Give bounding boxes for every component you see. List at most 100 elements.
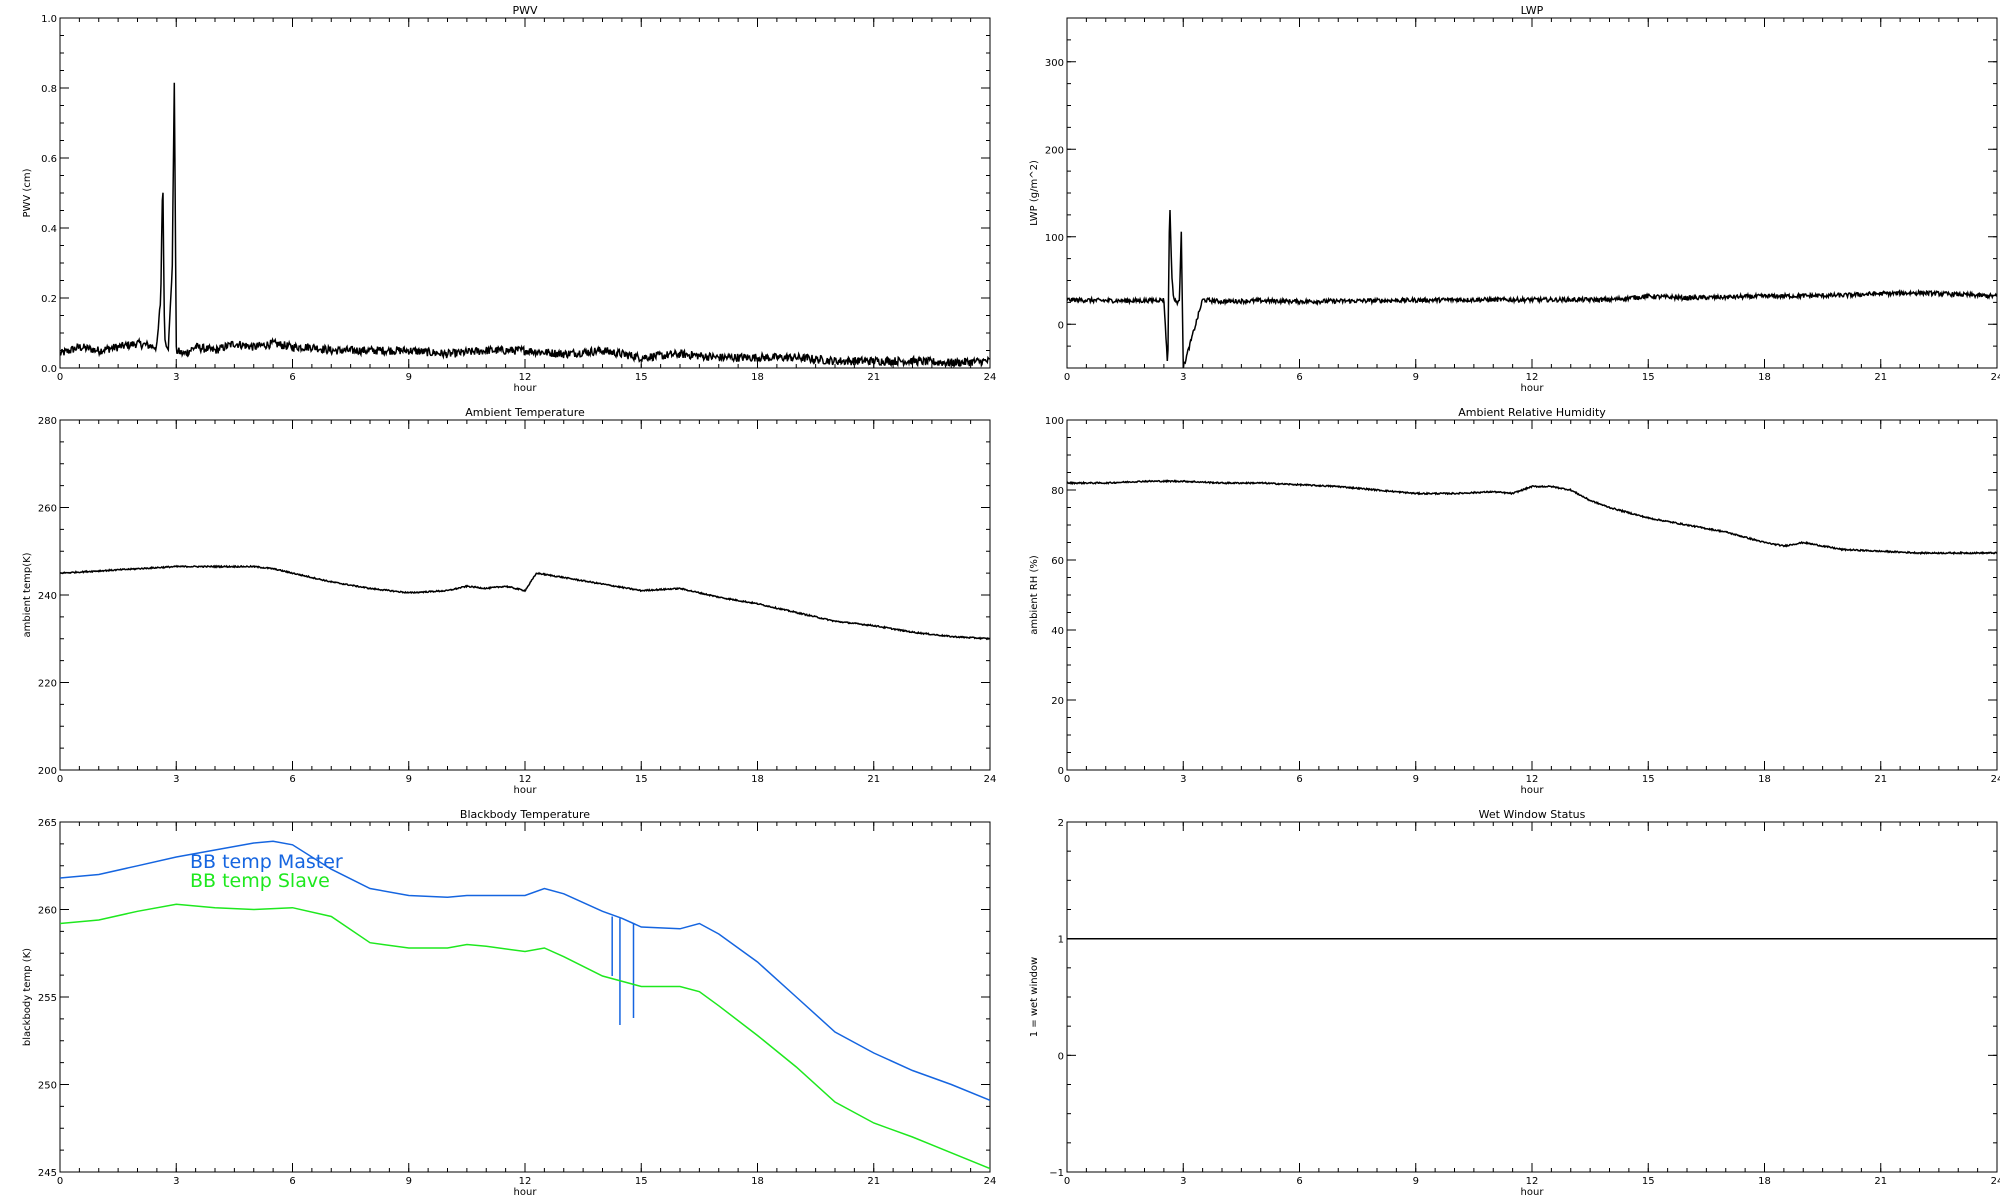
x-tick-label: 3 bbox=[173, 1176, 179, 1187]
x-tick-label: 6 bbox=[289, 774, 295, 785]
x-axis-label: hour bbox=[514, 383, 538, 394]
y-tick-label: 0.2 bbox=[41, 294, 57, 305]
x-tick-label: 21 bbox=[867, 372, 880, 383]
y-tick-label: 245 bbox=[38, 1168, 57, 1179]
y-tick-label: 0 bbox=[1058, 766, 1064, 777]
x-tick-label: 3 bbox=[1180, 774, 1186, 785]
x-tick-label: 9 bbox=[1413, 1176, 1419, 1187]
y-axis-label: 1 = wet window bbox=[1029, 957, 1040, 1037]
x-tick-label: 15 bbox=[635, 372, 648, 383]
x-tick-label: 9 bbox=[1413, 774, 1419, 785]
x-axis-label: hour bbox=[514, 1187, 538, 1198]
y-tick-label: 200 bbox=[1045, 145, 1064, 156]
y-tick-label: 0.4 bbox=[41, 224, 57, 235]
y-tick-label: 255 bbox=[38, 993, 57, 1004]
x-tick-label: 18 bbox=[1758, 774, 1771, 785]
y-tick-label: 0.6 bbox=[41, 154, 57, 165]
x-tick-label: 12 bbox=[1526, 774, 1539, 785]
x-tick-label: 3 bbox=[173, 774, 179, 785]
x-tick-label: 0 bbox=[57, 774, 63, 785]
y-axis-label: blackbody temp (K) bbox=[22, 948, 33, 1046]
y-tick-label: 20 bbox=[1051, 696, 1064, 707]
series-bb-temp-slave bbox=[60, 903, 990, 1170]
x-tick-label: 18 bbox=[751, 372, 764, 383]
x-tick-label: 15 bbox=[635, 1176, 648, 1187]
y-tick-label: 280 bbox=[38, 416, 57, 427]
x-tick-label: 6 bbox=[1296, 1176, 1302, 1187]
y-tick-label: 0 bbox=[1058, 320, 1064, 331]
y-tick-label: −1 bbox=[1049, 1168, 1064, 1179]
y-tick-label: 0.0 bbox=[41, 364, 57, 375]
y-tick-label: 80 bbox=[1051, 486, 1064, 497]
y-tick-label: 200 bbox=[38, 766, 57, 777]
y-tick-label: 260 bbox=[38, 504, 57, 515]
x-tick-label: 9 bbox=[1413, 372, 1419, 383]
chart-title: Blackbody Temperature bbox=[460, 808, 590, 821]
chart-title: LWP bbox=[1521, 4, 1544, 17]
panel-pwv: PWV 0 3 6 9 12 15 18 21 24 hour 0.0 0.2 0.4 0.6 0.8 1.0 P… bbox=[22, 4, 996, 394]
x-tick-label: 12 bbox=[519, 774, 532, 785]
x-tick-label: 18 bbox=[1758, 1176, 1771, 1187]
series-line bbox=[60, 82, 990, 368]
y-tick-label: 240 bbox=[38, 591, 57, 602]
x-tick-label: 12 bbox=[1526, 1176, 1539, 1187]
x-tick-label: 9 bbox=[406, 774, 412, 785]
x-tick-label: 0 bbox=[1064, 774, 1070, 785]
y-tick-label: 265 bbox=[38, 818, 57, 829]
panel-ambient-rh: Ambient Relative Humidity 0 3 6 9 12 15 18 21 24 h… bbox=[1029, 406, 2000, 796]
y-tick-label: 1 bbox=[1058, 935, 1064, 946]
x-tick-label: 6 bbox=[1296, 774, 1302, 785]
y-axis-label: ambient temp(K) bbox=[22, 552, 33, 637]
series-line bbox=[1067, 209, 1997, 368]
y-tick-label: 220 bbox=[38, 679, 57, 690]
x-tick-label: 15 bbox=[1642, 1176, 1655, 1187]
x-tick-label: 18 bbox=[751, 1176, 764, 1187]
y-tick-label: 60 bbox=[1051, 556, 1064, 567]
x-tick-label: 6 bbox=[289, 372, 295, 383]
x-tick-label: 24 bbox=[984, 1176, 997, 1187]
x-tick-label: 0 bbox=[57, 1176, 63, 1187]
plot-frame bbox=[1066, 17, 1998, 369]
plot-frame bbox=[1066, 821, 1998, 1173]
x-tick-label: 24 bbox=[1991, 1176, 2000, 1187]
x-tick-label: 0 bbox=[1064, 372, 1070, 383]
y-tick-label: 100 bbox=[1045, 233, 1064, 244]
y-axis-label: PWV (cm) bbox=[22, 168, 33, 217]
y-tick-label: 0.8 bbox=[41, 84, 57, 95]
x-axis-label: hour bbox=[1521, 785, 1545, 796]
panel-wet-window: Wet Window Status03691215182124hour−1012… bbox=[1029, 808, 2000, 1198]
chart-title: Wet Window Status bbox=[1479, 808, 1586, 821]
chart-title: Ambient Temperature bbox=[465, 406, 585, 419]
y-tick-label: 260 bbox=[38, 906, 57, 917]
x-tick-label: 6 bbox=[289, 1176, 295, 1187]
x-tick-label: 24 bbox=[984, 372, 997, 383]
panel-ambient-temp: Ambient Temperature 0 3 6 9 12 15 18 21 24 hour 200… bbox=[22, 406, 996, 796]
x-tick-label: 9 bbox=[406, 1176, 412, 1187]
x-tick-label: 15 bbox=[1642, 372, 1655, 383]
y-tick-label: 100 bbox=[1045, 416, 1064, 427]
x-axis-label: hour bbox=[1521, 1187, 1545, 1198]
x-tick-label: 0 bbox=[1064, 1176, 1070, 1187]
x-tick-label: 9 bbox=[406, 372, 412, 383]
y-tick-label: 300 bbox=[1045, 58, 1064, 69]
legend-entry: BB temp Master bbox=[190, 851, 343, 873]
y-tick-label: 2 bbox=[1058, 818, 1064, 829]
x-tick-label: 6 bbox=[1296, 372, 1302, 383]
y-tick-label: 0 bbox=[1058, 1051, 1064, 1062]
x-tick-label: 15 bbox=[1642, 774, 1655, 785]
chart-title: Ambient Relative Humidity bbox=[1458, 406, 1606, 419]
y-axis-label: ambient RH (%) bbox=[1029, 555, 1040, 635]
y-axis-label: LWP (g/m^2) bbox=[1029, 160, 1040, 226]
x-tick-label: 24 bbox=[1991, 774, 2000, 785]
panel-bb-temp: Blackbody Temperature 0 3 6 9 12 15 18 21 24 hour 2… bbox=[22, 808, 996, 1198]
x-tick-label: 21 bbox=[867, 774, 880, 785]
x-axis-label: hour bbox=[1521, 383, 1545, 394]
plot-frame bbox=[1066, 419, 1998, 771]
x-tick-label: 3 bbox=[173, 372, 179, 383]
x-tick-label: 24 bbox=[984, 774, 997, 785]
y-tick-label: 40 bbox=[1051, 626, 1064, 637]
x-tick-label: 21 bbox=[1874, 774, 1887, 785]
x-tick-label: 15 bbox=[635, 774, 648, 785]
chart-title: PWV bbox=[512, 4, 538, 17]
